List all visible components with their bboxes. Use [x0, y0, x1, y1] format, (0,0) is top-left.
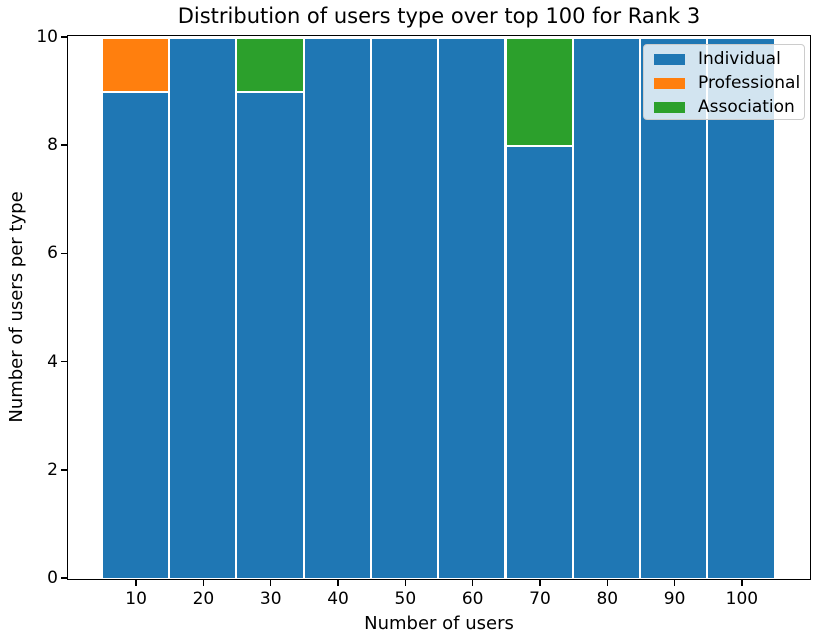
- bar-segment-individual-x40: [303, 37, 371, 579]
- legend-swatch-individual: [654, 53, 685, 65]
- x-tick-label: 70: [529, 589, 551, 609]
- legend: Individual Professional Association: [643, 44, 805, 120]
- chart-title: Distribution of users type over top 100 …: [177, 4, 701, 28]
- y-tick-mark: [61, 577, 67, 579]
- x-tick-label: 40: [327, 589, 349, 609]
- bar-segment-association-x70: [505, 37, 573, 146]
- x-tick-mark: [269, 580, 272, 586]
- y-tick-mark: [61, 36, 67, 38]
- x-tick-label: 50: [394, 589, 417, 609]
- x-tick-label: 100: [725, 589, 759, 609]
- x-tick-mark: [471, 580, 474, 586]
- bar-segment-individual-x70: [505, 145, 573, 579]
- bar-segment-individual-x80: [572, 37, 641, 579]
- x-tick-mark: [741, 580, 743, 586]
- y-tick-mark: [61, 469, 67, 471]
- legend-row-association: Association: [644, 95, 804, 119]
- x-tick-mark: [135, 580, 137, 586]
- bar-segment-individual-x90: [640, 37, 708, 579]
- x-tick-label: 60: [461, 589, 484, 609]
- x-tick-mark: [337, 580, 339, 586]
- bar-segment-individual-x20: [168, 37, 237, 579]
- bar-segment-individual-x50: [370, 37, 439, 579]
- x-tick-label: 10: [125, 589, 147, 609]
- y-tick-mark: [61, 252, 67, 255]
- x-tick-mark: [673, 580, 676, 586]
- y-tick-mark: [61, 360, 67, 363]
- y-tick-label: 2: [47, 459, 58, 480]
- bar-segment-professional-x10: [101, 37, 169, 92]
- x-tick-label: 90: [663, 589, 686, 609]
- bar-segment-individual-x30: [236, 91, 304, 579]
- x-tick-mark: [606, 580, 609, 586]
- plot-area: [67, 35, 811, 580]
- x-tick-label: 80: [596, 589, 619, 609]
- bar-segment-individual-x60: [438, 37, 506, 579]
- x-tick-label: 30: [259, 589, 282, 609]
- bar-segment-association-x30: [236, 37, 304, 92]
- y-axis-label: Number of users per type: [6, 191, 27, 423]
- x-axis-label: Number of users: [364, 613, 514, 634]
- y-tick-label: 6: [47, 243, 58, 264]
- legend-label: Individual: [698, 49, 781, 69]
- x-tick-mark: [202, 580, 205, 586]
- legend-label: Association: [698, 97, 795, 117]
- legend-swatch-association: [654, 101, 685, 113]
- bar-segment-individual-x10: [101, 91, 169, 579]
- legend-row-individual: Individual: [644, 47, 804, 71]
- y-tick-label: 10: [36, 26, 58, 47]
- y-tick-label: 0: [47, 568, 58, 589]
- y-tick-mark: [61, 144, 67, 146]
- y-tick-label: 4: [47, 351, 58, 372]
- x-tick-mark: [539, 580, 541, 586]
- x-tick-label: 20: [192, 589, 215, 609]
- y-tick-label: 8: [47, 135, 58, 156]
- bar-segment-individual-x100: [707, 37, 775, 579]
- legend-label: Professional: [698, 73, 801, 93]
- legend-swatch-professional: [654, 77, 685, 89]
- x-tick-mark: [404, 580, 407, 586]
- legend-row-professional: Professional: [644, 71, 804, 95]
